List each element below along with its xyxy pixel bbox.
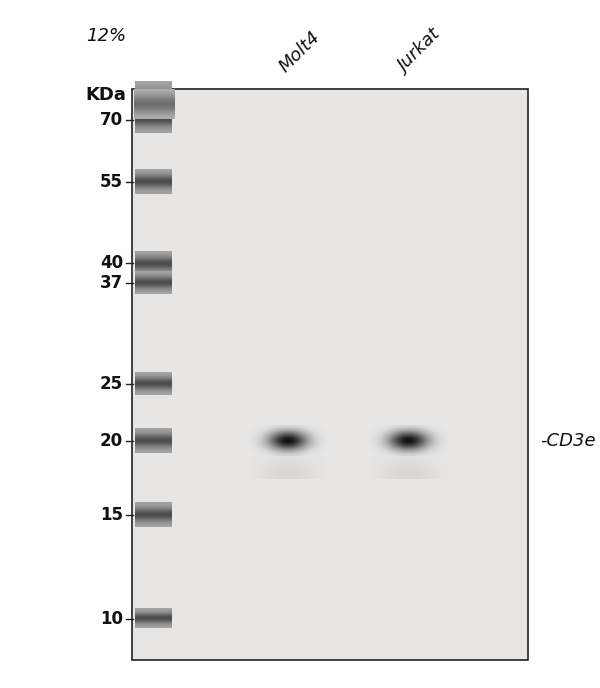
Text: 12%: 12%	[86, 27, 126, 45]
Text: 20: 20	[100, 432, 123, 450]
Text: 55: 55	[100, 173, 123, 191]
Text: 15: 15	[100, 506, 123, 524]
Text: -CD3e: -CD3e	[540, 432, 596, 450]
Text: Molt4: Molt4	[275, 28, 323, 76]
Text: 25: 25	[100, 375, 123, 393]
Text: Jurkat: Jurkat	[395, 26, 445, 76]
Text: 37: 37	[100, 275, 123, 292]
Text: 40: 40	[100, 254, 123, 272]
Text: 10: 10	[100, 610, 123, 627]
Text: KDa: KDa	[85, 86, 126, 104]
FancyBboxPatch shape	[132, 89, 528, 660]
Text: 70: 70	[100, 111, 123, 129]
